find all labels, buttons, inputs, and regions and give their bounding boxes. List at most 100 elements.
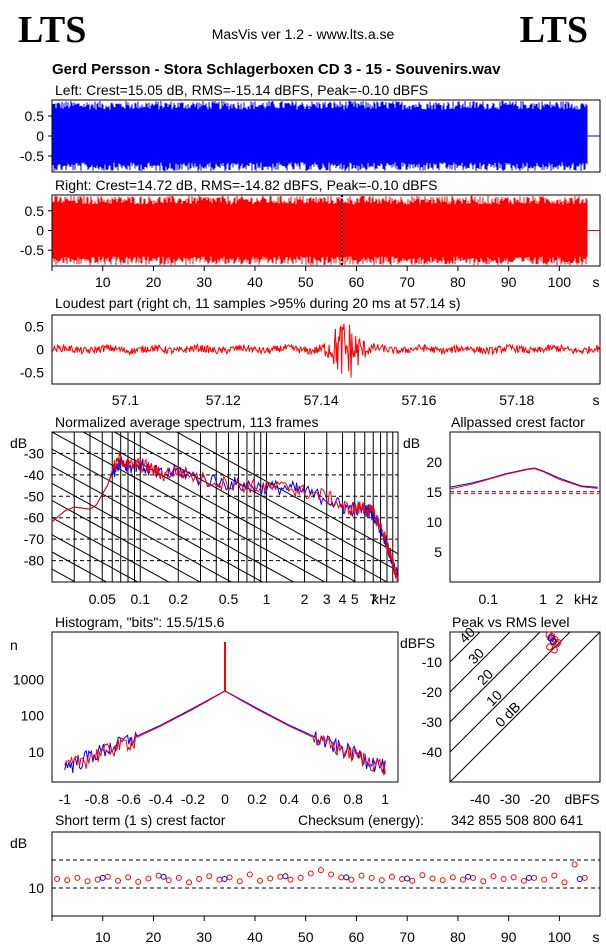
crest-factor-title: Allpassed crest factor xyxy=(451,414,585,430)
short-term-crest-point xyxy=(520,877,527,884)
spectrum-slope-line xyxy=(52,500,202,582)
short-term-crest-point xyxy=(246,871,253,878)
short-term-crest-point xyxy=(54,876,61,883)
logo-left: LTS xyxy=(18,9,87,51)
loudest-part-ytick-label: -0.5 xyxy=(20,365,44,381)
short-term-crest-point xyxy=(576,876,583,883)
loudest-part-xtick-label: 57.14 xyxy=(304,392,339,408)
peak-rms-xtick-label: -20 xyxy=(530,791,550,807)
short-term-crest-point xyxy=(368,874,375,881)
peak-rms-ytick-label: -20 xyxy=(422,684,442,700)
app-title: MasVis ver 1.2 - www.lts.a.se xyxy=(211,26,395,42)
short-term-crest-point xyxy=(490,873,497,880)
peak-rms-ylabel: dBFS xyxy=(400,635,435,651)
short-term-crest-title: Short term (1 s) crest factor xyxy=(55,812,226,828)
crest-xtick-label: 0.1 xyxy=(479,591,499,607)
loudest-part-xunit: s xyxy=(593,392,600,408)
peak-rms-frame xyxy=(449,631,601,783)
short-term-crest-point xyxy=(267,875,274,882)
short-term-crest-point xyxy=(145,875,152,882)
histogram-xtick-label: 0.6 xyxy=(311,791,331,807)
right-waveform-ytick-label: 0.5 xyxy=(25,203,45,219)
short-term-crest-point xyxy=(236,878,243,885)
histogram-xtick-label: 0.4 xyxy=(279,791,299,807)
spectrum-xtick-label: 3 xyxy=(323,591,331,607)
short-term-crest-point xyxy=(338,874,345,881)
short-term-crest-point xyxy=(114,877,121,884)
short-term-crest-point xyxy=(206,873,213,880)
short-term-crest-point xyxy=(104,873,111,880)
file-title: Gerd Persson - Stora Schlagerboxen CD 3 … xyxy=(52,61,501,78)
peak-rms-xlabel: dBFS xyxy=(564,791,599,807)
short-term-crest-point xyxy=(226,874,233,881)
crest-xtick-label: 2 xyxy=(556,591,564,607)
time-axis-tick-label: 90 xyxy=(501,274,517,290)
short-term-crest-point xyxy=(94,876,101,883)
histogram-ytick-label: 10 xyxy=(28,744,44,760)
short-term-crest-point xyxy=(531,874,538,881)
left-waveform-ytick-label: 0 xyxy=(36,128,44,144)
short-term-crest-point xyxy=(429,875,436,882)
short-term-crest-point xyxy=(449,874,456,881)
short-term-crest-frame xyxy=(51,831,601,917)
histogram-xtick-label: 0.2 xyxy=(247,791,267,807)
left-waveform-ytick-label: -0.5 xyxy=(20,148,44,164)
short-term-crest-point xyxy=(277,873,284,880)
short-term-crest-point xyxy=(348,876,355,883)
peak-rms-point xyxy=(547,634,555,642)
peak-rms-point xyxy=(549,638,557,646)
time-axis-tick-label: 60 xyxy=(349,274,365,290)
peak-rms-ytick-label: -30 xyxy=(422,714,442,730)
crest-ytick-label: 20 xyxy=(426,454,442,470)
time-axis-tick-label: 10 xyxy=(95,274,111,290)
crest-ytick-label: 15 xyxy=(426,484,442,500)
short-term-crest-point xyxy=(551,872,558,879)
time-axis-tick-label: 40 xyxy=(247,929,263,945)
spectrum-ytick-label: -60 xyxy=(24,510,44,526)
spectrum-xunit: kHz xyxy=(372,591,396,607)
spectrum-ytick-label: -80 xyxy=(24,553,44,569)
short-term-crest-point xyxy=(297,874,304,881)
time-axis-tick-label: 20 xyxy=(146,274,162,290)
histogram-xtick-label: 0 xyxy=(221,791,229,807)
short-term-crest-point xyxy=(571,861,578,868)
crest-factor-line xyxy=(449,468,598,490)
histogram-xtick-label: -0.6 xyxy=(117,791,141,807)
peak-rms-diagonal-label: 30 xyxy=(465,645,487,667)
histogram-xtick-label: -0.8 xyxy=(85,791,109,807)
spectrum-slope-line xyxy=(144,432,398,572)
loudest-part-frame xyxy=(51,314,601,385)
right-waveform-ytick-label: 0 xyxy=(36,223,44,239)
crest-xunit: kHz xyxy=(574,591,598,607)
short-term-crest-point xyxy=(541,876,548,883)
spectrum-slope-line xyxy=(52,465,264,582)
right-waveform-ytick-label: -0.5 xyxy=(20,242,44,258)
time-axis-tick-label: 40 xyxy=(247,274,263,290)
time-axis-tick-label: 90 xyxy=(501,929,517,945)
time-axis-unit: s xyxy=(593,929,600,945)
peak-rms-diagonal xyxy=(450,632,600,782)
spectrum-slope-line xyxy=(175,432,398,555)
logo-right: LTS xyxy=(519,9,588,51)
peak-rms-ytick-label: -40 xyxy=(422,744,442,760)
short-term-crest-point xyxy=(160,873,167,880)
loudest-part-xtick-label: 57.12 xyxy=(206,392,241,408)
short-term-ytick-label: 10 xyxy=(28,880,44,896)
short-term-crest-point xyxy=(175,874,182,881)
short-term-crest-point xyxy=(186,879,192,886)
histogram-xtick-label: -1 xyxy=(59,791,72,807)
short-term-crest-point xyxy=(460,876,466,883)
checksum-value: 342 855 508 800 641 xyxy=(451,812,584,828)
loudest-part-ytick-label: 0.5 xyxy=(25,319,45,335)
loudest-part-xtick-label: 57.16 xyxy=(401,392,436,408)
spectrum-xtick-label: 0.1 xyxy=(131,591,151,607)
short-term-crest-point xyxy=(125,874,132,881)
peak-rms-xtick-label: -40 xyxy=(470,791,490,807)
short-term-crest-point xyxy=(165,877,172,884)
short-term-crest-point xyxy=(399,876,406,883)
left-waveform-ytick-label: 0.5 xyxy=(25,108,45,124)
short-term-crest-point xyxy=(500,876,507,883)
short-term-crest-point xyxy=(470,874,477,881)
spectrum-series-line xyxy=(51,451,399,583)
short-term-crest-point xyxy=(135,878,142,885)
